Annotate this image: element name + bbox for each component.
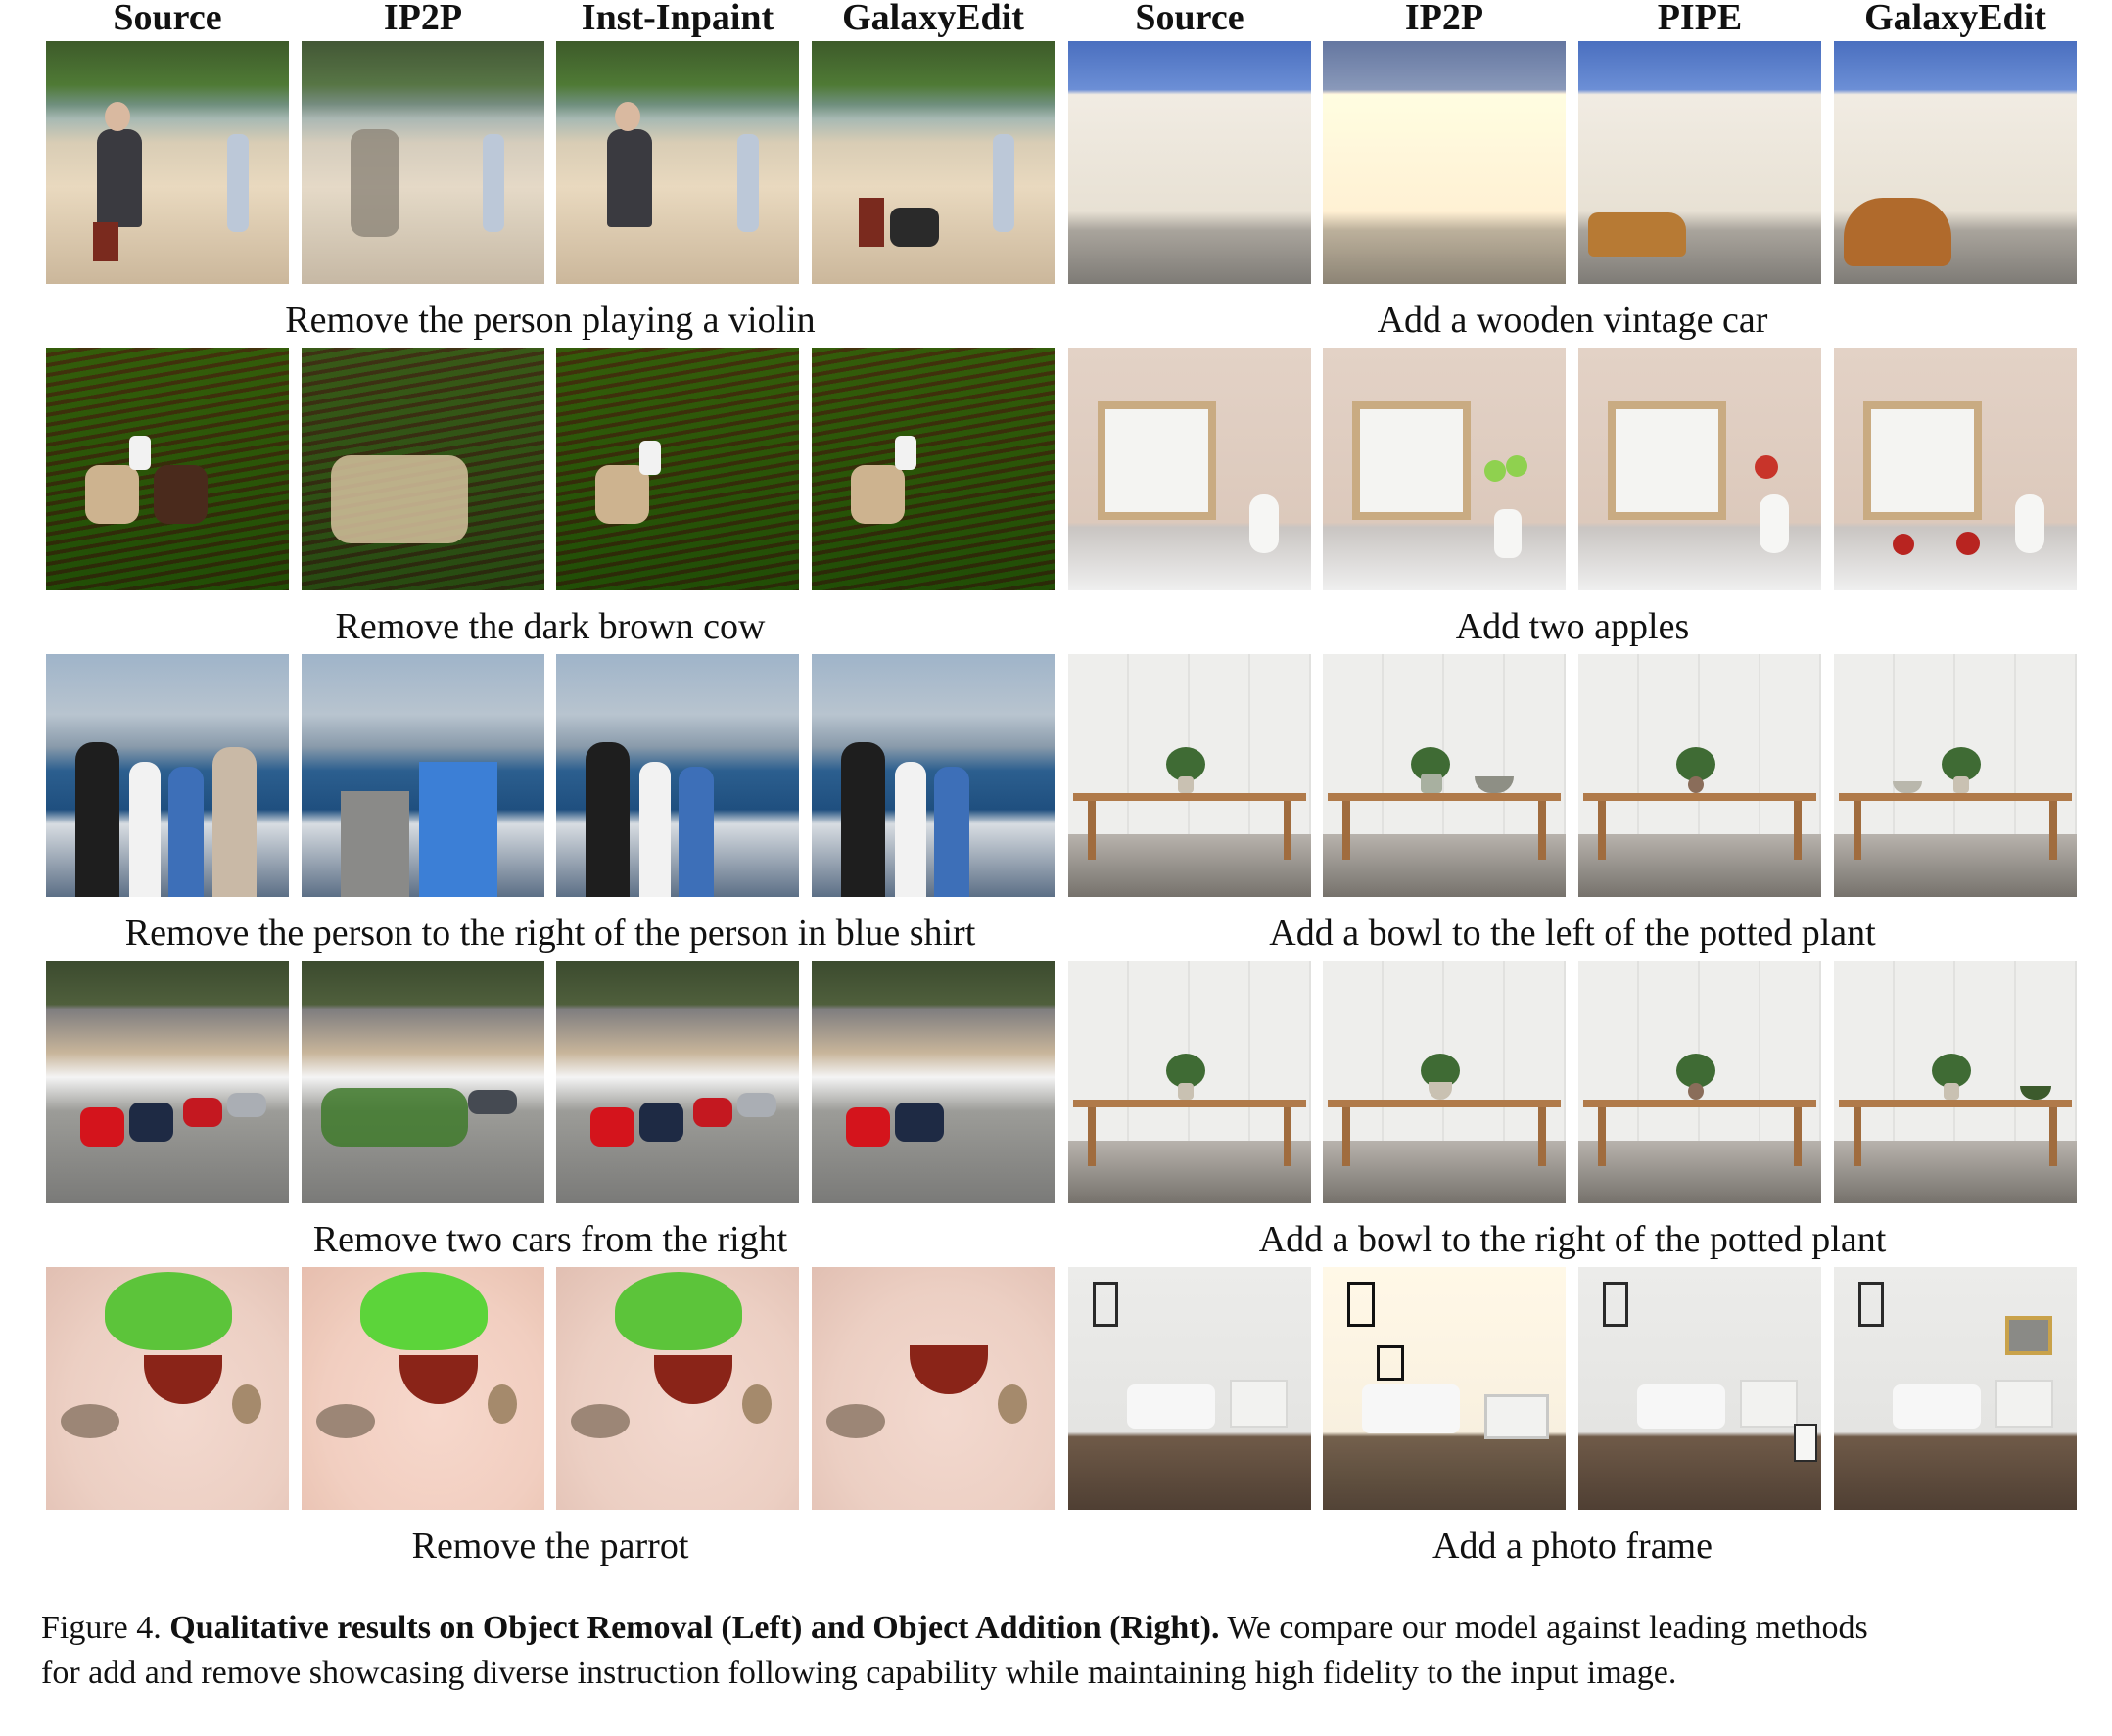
row2-pipe-wall-image [1578,348,1821,590]
row2-galaxyedit-wall-image [1834,348,2077,590]
row1-ip2p-violin-image [302,41,544,284]
figure-caption-body-line2: for add and remove showcasing diverse in… [41,1655,1677,1691]
row1-source-violin-image [46,41,289,284]
row5-source-bedroom-image [1068,1267,1311,1510]
column-header-galaxyedit-right: GalaxyEdit [1864,0,2046,38]
row4-inst-inpaint-garage-image [556,961,799,1203]
row3-pipe-table-image [1578,654,1821,897]
row1-source-building-image [1068,41,1311,284]
row4-pipe-table-image [1578,961,1821,1203]
row5-pipe-bedroom-image [1578,1267,1821,1510]
row3-source-harbor-image [46,654,289,897]
column-header-source-left: Source [113,0,222,38]
row1-galaxyedit-violin-image [812,41,1055,284]
row5-ip2p-bedroom-image [1323,1267,1566,1510]
row1-pipe-building-image [1578,41,1821,284]
caption-remove-two-cars: Remove two cars from the right [312,1219,788,1260]
caption-add-wooden-car: Add a wooden vintage car [1377,300,1768,341]
figure-caption: Figure 4. Qualitative results on Object … [41,1606,2078,1696]
row5-galaxyedit-parrot-image [812,1267,1055,1510]
row2-ip2p-wall-image [1323,348,1566,590]
row2-inst-inpaint-field-image [556,348,799,590]
row4-source-table-image [1068,961,1311,1203]
figure-caption-title: Qualitative results on Object Removal (L… [169,1610,1220,1646]
row4-galaxyedit-garage-image [812,961,1055,1203]
caption-add-bowl-right: Add a bowl to the right of the potted pl… [1258,1219,1887,1260]
row3-ip2p-harbor-image [302,654,544,897]
column-header-ip2p-right: IP2P [1404,0,1484,38]
row5-galaxyedit-bedroom-image [1834,1267,2077,1510]
row2-galaxyedit-field-image [812,348,1055,590]
column-header-ip2p-left: IP2P [383,0,463,38]
figure-caption-body-line1: We compare our model against leading met… [1227,1610,1868,1646]
row3-inst-inpaint-harbor-image [556,654,799,897]
caption-add-two-apples: Add two apples [1455,606,1690,647]
row5-source-parrot-image [46,1267,289,1510]
row4-galaxyedit-table-image [1834,961,2077,1203]
row4-ip2p-table-image [1323,961,1566,1203]
row3-source-table-image [1068,654,1311,897]
caption-add-photo-frame: Add a photo frame [1432,1525,1713,1567]
row3-ip2p-table-image [1323,654,1566,897]
row2-source-wall-image [1068,348,1311,590]
caption-remove-violin: Remove the person playing a violin [285,300,816,341]
row1-galaxyedit-building-image [1834,41,2077,284]
row4-source-garage-image [46,961,289,1203]
figure-caption-label: Figure 4. [41,1610,162,1646]
row5-inst-inpaint-parrot-image [556,1267,799,1510]
row4-ip2p-garage-image [302,961,544,1203]
caption-remove-parrot: Remove the parrot [411,1525,689,1567]
row3-galaxyedit-table-image [1834,654,2077,897]
row3-galaxyedit-harbor-image [812,654,1055,897]
row5-ip2p-parrot-image [302,1267,544,1510]
column-header-source-right: Source [1135,0,1244,38]
caption-remove-cow: Remove the dark brown cow [335,606,766,647]
column-header-inst-inpaint: Inst-Inpaint [581,0,774,38]
caption-add-bowl-left: Add a bowl to the left of the potted pla… [1269,913,1876,954]
caption-remove-person-right: Remove the person to the right of the pe… [124,913,976,954]
column-header-pipe: PIPE [1657,0,1743,38]
row1-inst-inpaint-violin-image [556,41,799,284]
row2-ip2p-field-image [302,348,544,590]
row1-ip2p-building-image [1323,41,1566,284]
row2-source-field-image [46,348,289,590]
column-header-galaxyedit-left: GalaxyEdit [842,0,1024,38]
